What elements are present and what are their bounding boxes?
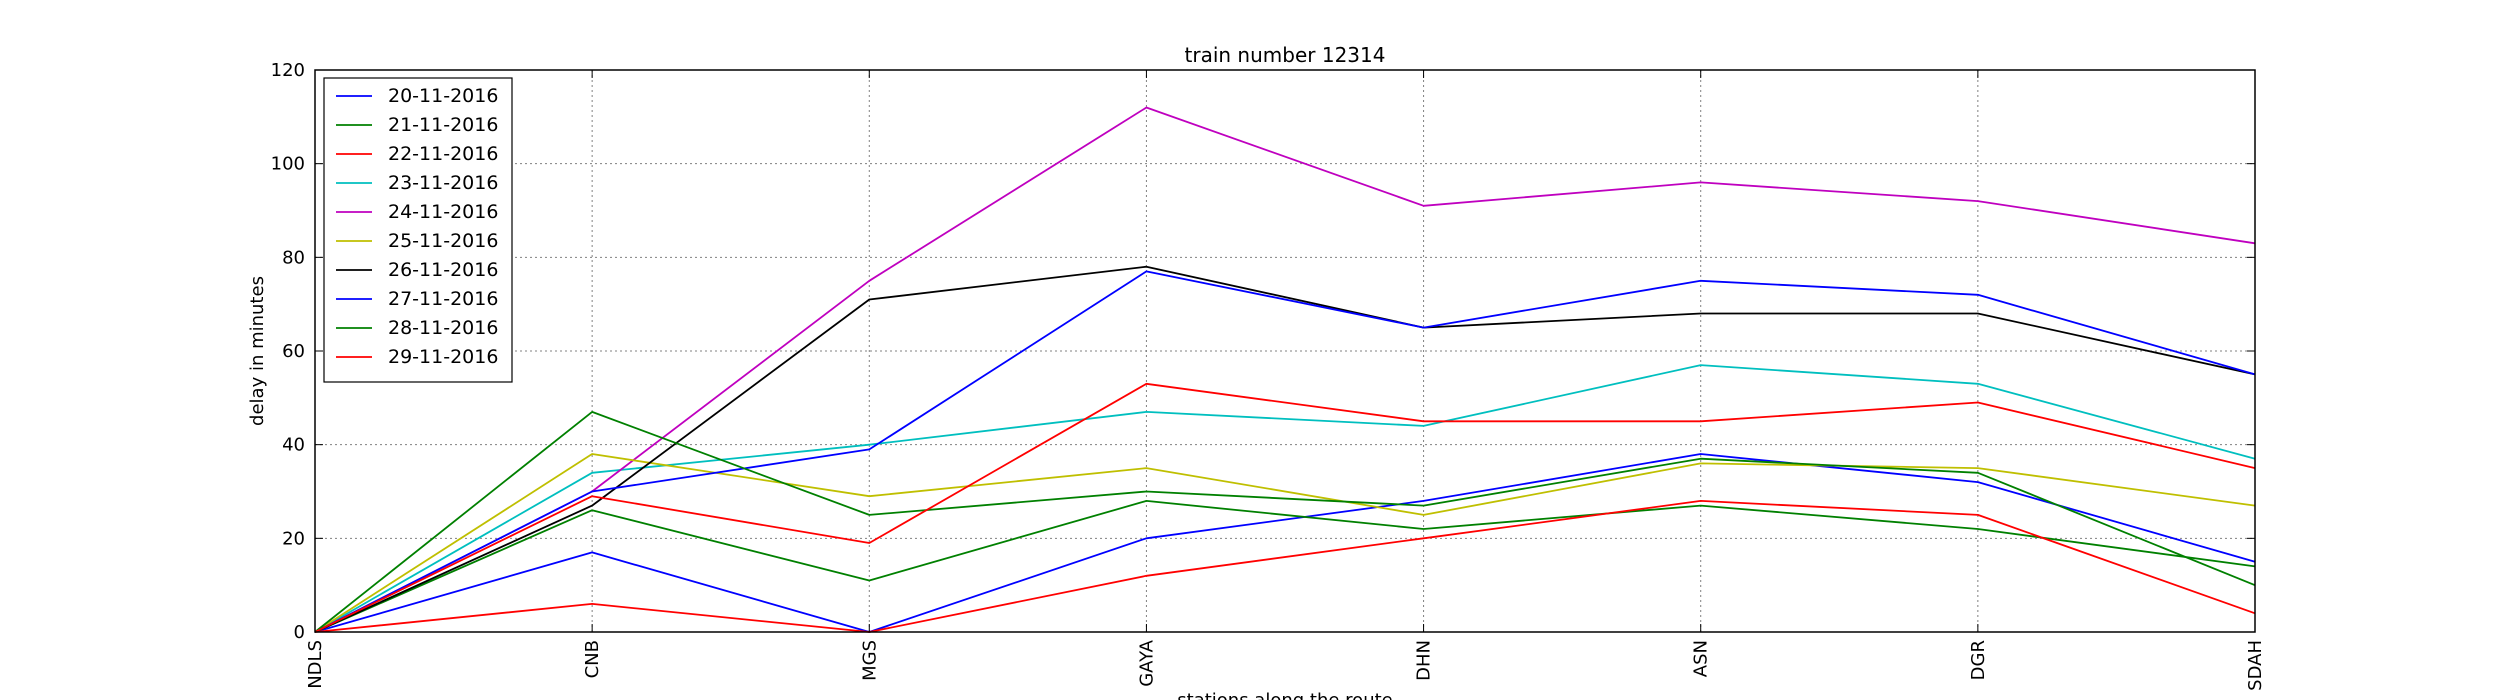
legend-label: 24-11-2016 [388, 201, 498, 223]
legend-label: 22-11-2016 [388, 143, 498, 165]
y-tick-labels: 0 20 40 60 80 100 120 [271, 60, 305, 643]
series-line-28-11-2016 [314, 410, 2256, 633]
legend-label: 29-11-2016 [388, 346, 498, 368]
legend-label: 28-11-2016 [388, 317, 498, 339]
x-axis-label: stations along the route [1177, 690, 1392, 700]
x-tick-label: CNB [582, 640, 603, 678]
x-tick-label: GAYA [1136, 639, 1157, 686]
legend: 20-11-2016 21-11-2016 22-11-2016 23-11-2016… [323, 77, 513, 383]
axis-ticks [314, 69, 2256, 633]
series-line-22-11-2016 [314, 499, 2256, 633]
legend-box [323, 77, 513, 383]
y-tick-label: 60 [282, 341, 305, 362]
legend-label: 20-11-2016 [388, 85, 498, 107]
y-tick-label: 20 [282, 528, 305, 549]
series-line-20-11-2016 [314, 453, 2256, 633]
x-tick-labels: NDLS CNB MGS GAYA DHN ASN DGR SDAH [305, 639, 2266, 691]
chart-title: train number 12314 [1185, 43, 1386, 67]
x-tick-label: DGR [1968, 640, 1989, 680]
y-tick-label: 40 [282, 435, 305, 456]
x-tick-label: NDLS [305, 640, 326, 689]
legend-label: 21-11-2016 [388, 114, 498, 136]
x-tick-label: SDAH [2245, 640, 2266, 691]
legend-label: 25-11-2016 [388, 230, 498, 252]
legend-label: 27-11-2016 [388, 288, 498, 310]
legend-label: 23-11-2016 [388, 172, 498, 194]
legend-label: 26-11-2016 [388, 259, 498, 281]
y-tick-label: 80 [282, 247, 305, 268]
series-line-21-11-2016 [314, 499, 2256, 633]
x-tick-label: DHN [1414, 640, 1435, 681]
series-line-23-11-2016 [314, 364, 2256, 633]
series-line-25-11-2016 [314, 453, 2256, 633]
series-line-29-11-2016 [314, 382, 2256, 633]
series-lines [314, 106, 2256, 633]
x-tick-label: ASN [1691, 640, 1712, 677]
y-tick-label: 0 [294, 622, 305, 643]
grid-lines [315, 70, 2255, 632]
series-line-24-11-2016 [314, 106, 2256, 633]
x-tick-label: MGS [859, 640, 880, 681]
series-line-27-11-2016 [314, 270, 2256, 633]
series-line-26-11-2016 [314, 265, 2256, 633]
y-axis-label: delay in minutes [247, 276, 268, 426]
y-tick-label: 120 [271, 60, 305, 81]
y-tick-label: 100 [271, 154, 305, 175]
